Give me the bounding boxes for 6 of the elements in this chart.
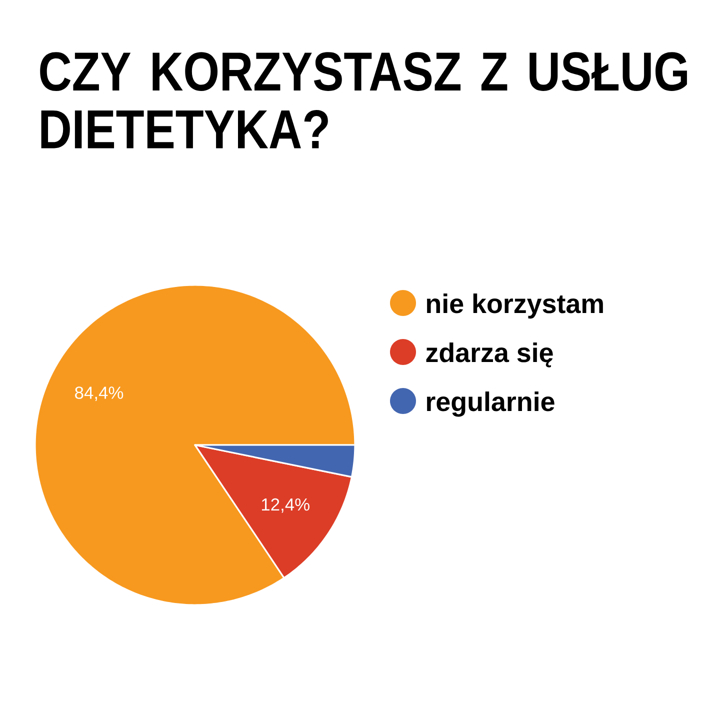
legend-label: regularnie xyxy=(426,391,554,417)
data-label: 12,4% xyxy=(262,498,310,513)
legend-label: zdarza się xyxy=(426,342,553,368)
data-label: 84,4% xyxy=(75,386,124,401)
legend-label: nie korzystam xyxy=(426,293,603,319)
chart-title: CZY KORZYSTASZ Z USŁUG DIETETYKA? xyxy=(40,52,687,148)
